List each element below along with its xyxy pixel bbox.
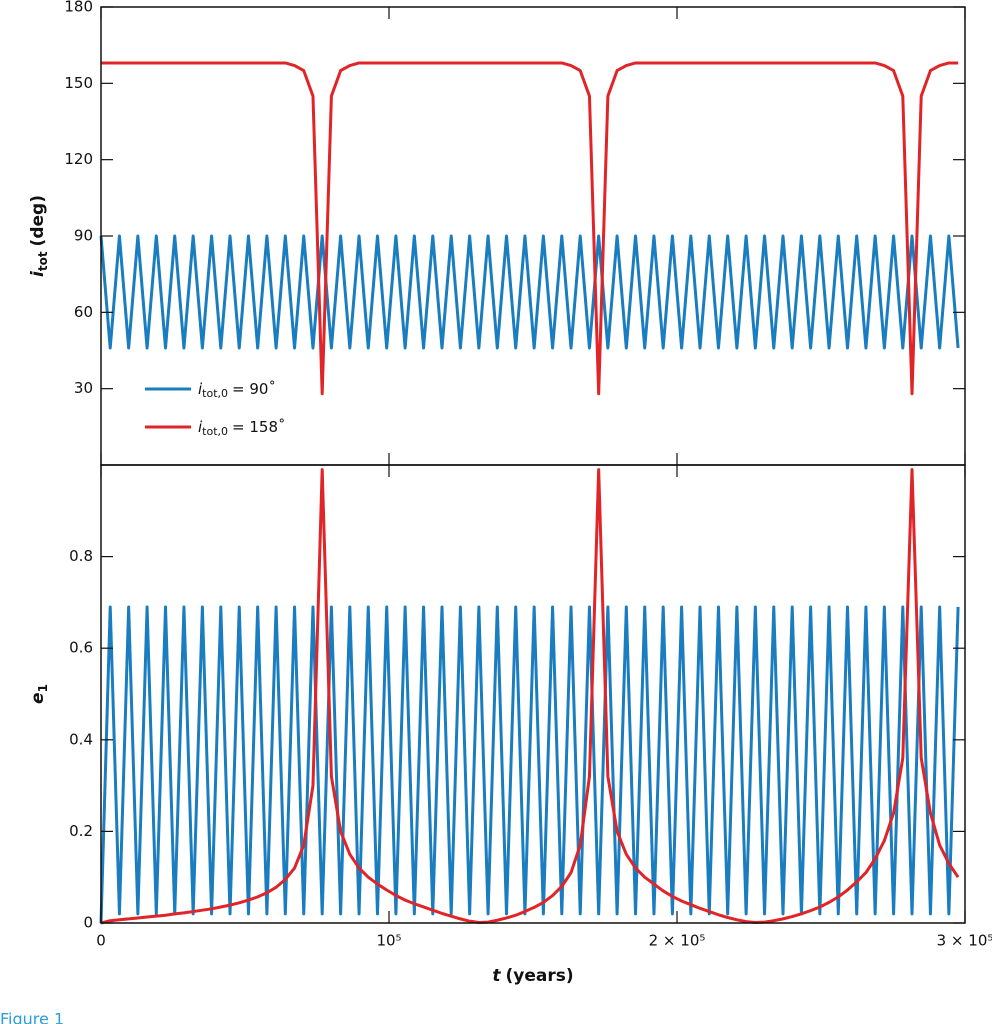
- x-tick-label: 10⁵: [376, 932, 401, 950]
- caption: Figure 1: [0, 1010, 64, 1024]
- y-label-var: e: [28, 692, 48, 704]
- series-line: [99, 234, 960, 350]
- legend-label: itot,0 = 90˚: [198, 380, 276, 401]
- x-tick-label: 0: [96, 932, 106, 950]
- y-label-sub: 1: [36, 684, 50, 692]
- plot-frame: [100, 464, 966, 924]
- x-label-var: t: [492, 966, 501, 986]
- y-tick-label: 0.6: [69, 639, 93, 657]
- y-axis-label: e1: [28, 684, 50, 704]
- y-label-unit: (deg): [28, 195, 48, 246]
- x-tick-label: 2 × 10⁵: [649, 932, 706, 950]
- y-tick-label: 0.8: [69, 547, 93, 565]
- y-tick-label: 120: [64, 150, 93, 168]
- x-label-unit: (years): [506, 966, 574, 986]
- legend-var: i: [198, 418, 203, 436]
- y-tick-label: 60: [74, 303, 93, 321]
- y-tick-label: 0.4: [69, 730, 93, 748]
- y-tick-label: 180: [64, 0, 93, 16]
- legend-sub: tot,0: [202, 387, 228, 400]
- y-label-var: i: [28, 270, 48, 277]
- y-tick-label: 150: [64, 74, 93, 92]
- series-line: [101, 61, 959, 396]
- y-label-sub: tot: [36, 251, 50, 271]
- x-tick-label: 3 × 10⁵: [937, 932, 992, 950]
- y-tick-label: 90: [74, 227, 93, 245]
- legend-var: i: [198, 380, 203, 398]
- series-line: [100, 468, 960, 925]
- series-line: [99, 605, 960, 924]
- legend-rest: = 90˚: [232, 380, 276, 398]
- legend-sub: tot,0: [202, 425, 228, 438]
- y-tick-label: 30: [74, 379, 93, 397]
- legend-rest: = 158˚: [232, 418, 285, 436]
- y-tick-label: 0.2: [69, 822, 93, 840]
- y-tick-label: 0: [83, 914, 93, 932]
- y-axis-label: itot (deg): [28, 195, 50, 277]
- legend-label: itot,0 = 158˚: [198, 418, 286, 439]
- x-axis-label: t (years): [492, 966, 573, 986]
